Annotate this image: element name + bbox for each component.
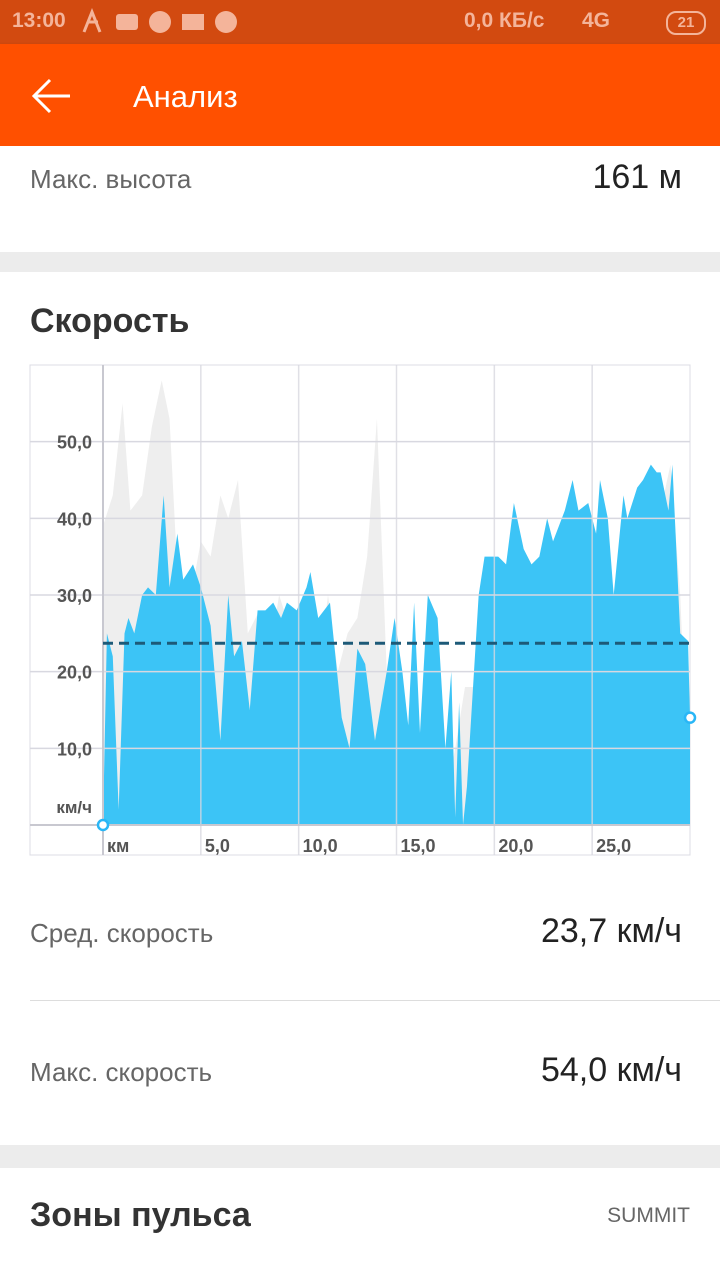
battery: 21 — [666, 11, 706, 35]
endpoint — [96, 818, 110, 832]
speed-chart: 10,0 20,0 30,0 40,0 50,0 5,0 10,0 15,0 20,0 25,0 к… — [29, 364, 697, 856]
time: 13:00 — [12, 9, 66, 32]
notification-icons — [82, 8, 237, 33]
x-tick-label: 25,0 — [596, 836, 631, 856]
speed-card: Скорость 10,0 20,0 30,0 40,0 50,0 5,0 10,0 15,0… — [0, 272, 720, 1145]
x-tick-label: 20,0 — [498, 836, 533, 856]
elevation-label: Макс. высота — [30, 164, 192, 194]
x-unit: км — [107, 836, 129, 856]
avg-speed-value: 23,7 км/ч — [540, 912, 682, 950]
max-speed-value: 54,0 км/ч — [540, 1051, 682, 1089]
speed-title: Скорость — [30, 302, 190, 340]
x-tick-label: 10,0 — [303, 836, 338, 856]
divider — [30, 1000, 720, 1001]
elevation-card: Макс. высота 161 м — [0, 146, 720, 252]
y-unit: км/ч — [56, 798, 92, 817]
max-speed-label: Макс. скорость — [30, 1057, 213, 1087]
app-bar: Анализ — [0, 44, 720, 146]
status-bar: 13:00 0,0 КБ/с 4G 21 — [0, 0, 720, 44]
heart-rate-title: Зоны пульса — [30, 1196, 251, 1234]
endpoint — [683, 711, 697, 724]
network-speed: 0,0 КБ/с — [464, 9, 545, 32]
y-tick-label: 20,0 — [57, 663, 92, 683]
summit-link[interactable]: SUMMIT — [607, 1204, 690, 1227]
app-title: Анализ — [133, 79, 238, 114]
heart-rate-card: Зоны пульса SUMMIT — [0, 1168, 720, 1280]
x-tick-label: 5,0 — [205, 836, 230, 856]
elevation-value: 161 м — [592, 158, 682, 196]
y-tick-label: 30,0 — [57, 586, 92, 606]
back-button[interactable] — [30, 76, 74, 116]
signal: 4G — [582, 9, 611, 32]
y-tick-label: 50,0 — [57, 433, 92, 453]
plot-frame — [29, 364, 691, 856]
y-tick-label: 40,0 — [57, 509, 92, 529]
y-tick-label: 10,0 — [57, 739, 92, 759]
avg-speed-label: Сред. скорость — [30, 918, 214, 948]
x-tick-label: 15,0 — [401, 836, 436, 856]
